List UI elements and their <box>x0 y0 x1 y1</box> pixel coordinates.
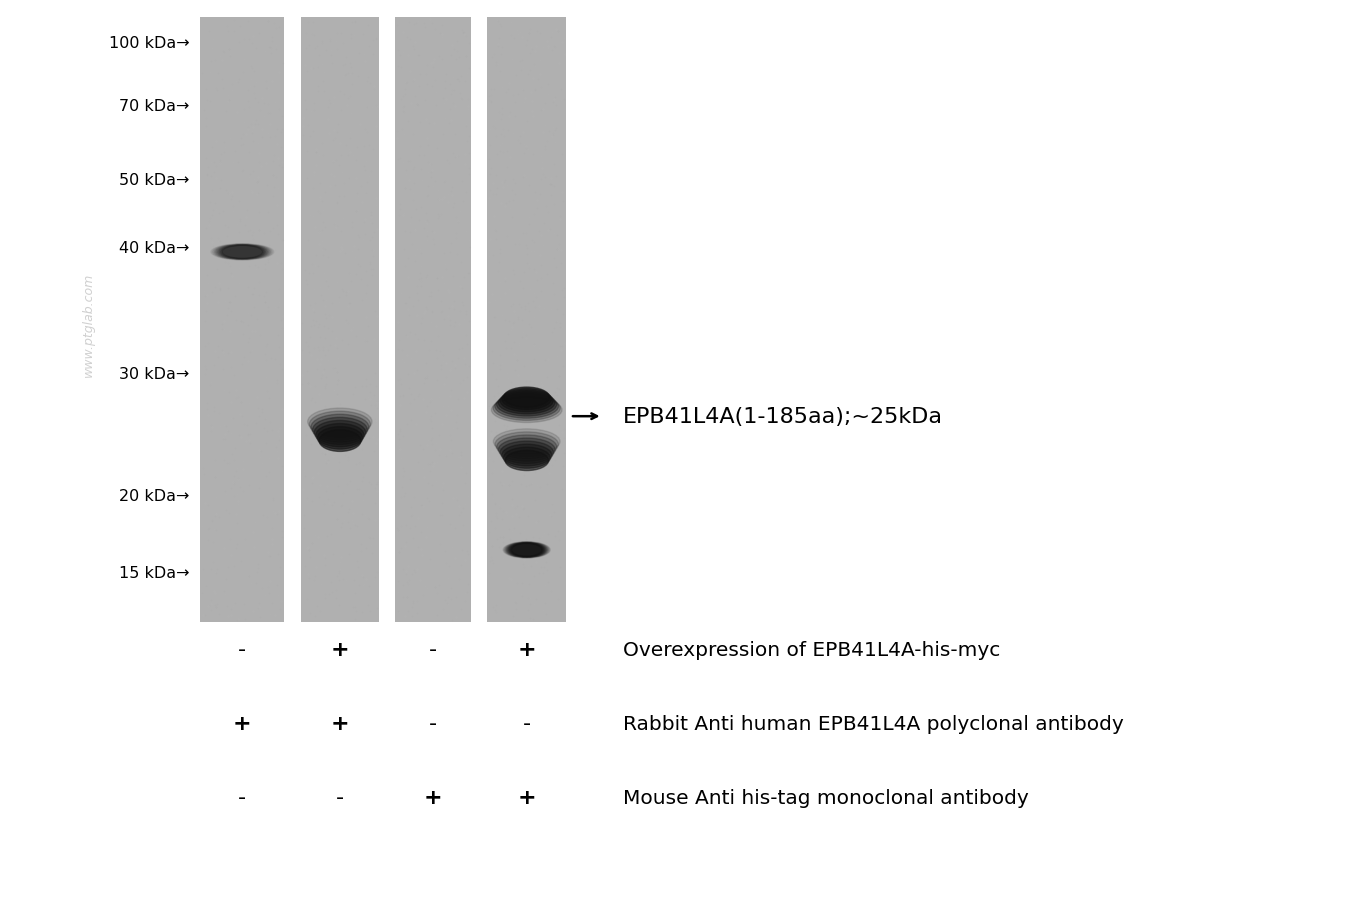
Text: 70 kDa→: 70 kDa→ <box>119 99 190 114</box>
Ellipse shape <box>309 411 371 438</box>
Text: 15 kDa→: 15 kDa→ <box>119 566 190 580</box>
Ellipse shape <box>500 391 554 412</box>
Ellipse shape <box>320 430 362 452</box>
Ellipse shape <box>311 415 368 440</box>
Text: +: + <box>330 640 349 659</box>
Ellipse shape <box>217 245 268 260</box>
Ellipse shape <box>510 544 543 557</box>
Text: -: - <box>238 640 246 659</box>
Ellipse shape <box>221 246 264 259</box>
Text: +: + <box>517 640 536 659</box>
Text: 100 kDa→: 100 kDa→ <box>108 36 190 51</box>
Ellipse shape <box>213 244 272 261</box>
Ellipse shape <box>502 445 552 466</box>
Text: www.ptglab.com: www.ptglab.com <box>81 272 95 377</box>
Ellipse shape <box>317 428 363 449</box>
Ellipse shape <box>314 421 366 445</box>
Ellipse shape <box>307 409 372 436</box>
Text: +: + <box>517 787 536 807</box>
Ellipse shape <box>496 432 558 457</box>
Ellipse shape <box>215 245 269 260</box>
Text: 30 kDa→: 30 kDa→ <box>119 367 190 382</box>
Ellipse shape <box>222 246 263 259</box>
Ellipse shape <box>502 389 551 410</box>
Text: -: - <box>429 640 437 659</box>
Text: Overexpression of EPB41L4A-his-myc: Overexpression of EPB41L4A-his-myc <box>623 640 1001 659</box>
Ellipse shape <box>505 543 548 557</box>
Bar <box>395 18 471 622</box>
Ellipse shape <box>504 388 550 408</box>
Text: -: - <box>336 787 344 807</box>
Ellipse shape <box>219 245 265 260</box>
Ellipse shape <box>497 393 556 417</box>
Text: +: + <box>424 787 443 807</box>
Ellipse shape <box>508 543 546 557</box>
Text: 40 kDa→: 40 kDa→ <box>119 241 190 255</box>
Ellipse shape <box>509 543 544 557</box>
Ellipse shape <box>493 396 561 421</box>
Ellipse shape <box>494 395 558 419</box>
Ellipse shape <box>498 438 555 462</box>
Ellipse shape <box>512 544 542 557</box>
Text: EPB41L4A(1-185aa);~25kDa: EPB41L4A(1-185aa);~25kDa <box>623 407 942 427</box>
Ellipse shape <box>313 418 367 443</box>
Ellipse shape <box>504 447 550 469</box>
Text: Mouse Anti his-tag monoclonal antibody: Mouse Anti his-tag monoclonal antibody <box>623 787 1029 807</box>
Ellipse shape <box>493 429 561 455</box>
Ellipse shape <box>497 436 556 459</box>
Bar <box>487 18 566 622</box>
Ellipse shape <box>214 245 271 260</box>
Ellipse shape <box>504 542 550 558</box>
Text: -: - <box>523 713 531 733</box>
Ellipse shape <box>504 542 550 558</box>
Ellipse shape <box>211 244 274 261</box>
Ellipse shape <box>498 392 555 414</box>
Text: 20 kDa→: 20 kDa→ <box>119 489 190 503</box>
Bar <box>200 18 284 622</box>
Ellipse shape <box>505 451 548 471</box>
Ellipse shape <box>492 398 562 423</box>
Text: -: - <box>238 787 246 807</box>
Text: 50 kDa→: 50 kDa→ <box>119 173 190 188</box>
Bar <box>301 18 379 622</box>
Text: Rabbit Anti human EPB41L4A polyclonal antibody: Rabbit Anti human EPB41L4A polyclonal an… <box>623 713 1124 733</box>
Ellipse shape <box>506 543 547 557</box>
Ellipse shape <box>315 424 364 447</box>
Text: -: - <box>429 713 437 733</box>
Text: +: + <box>233 713 252 733</box>
Ellipse shape <box>500 442 554 464</box>
Text: +: + <box>330 713 349 733</box>
